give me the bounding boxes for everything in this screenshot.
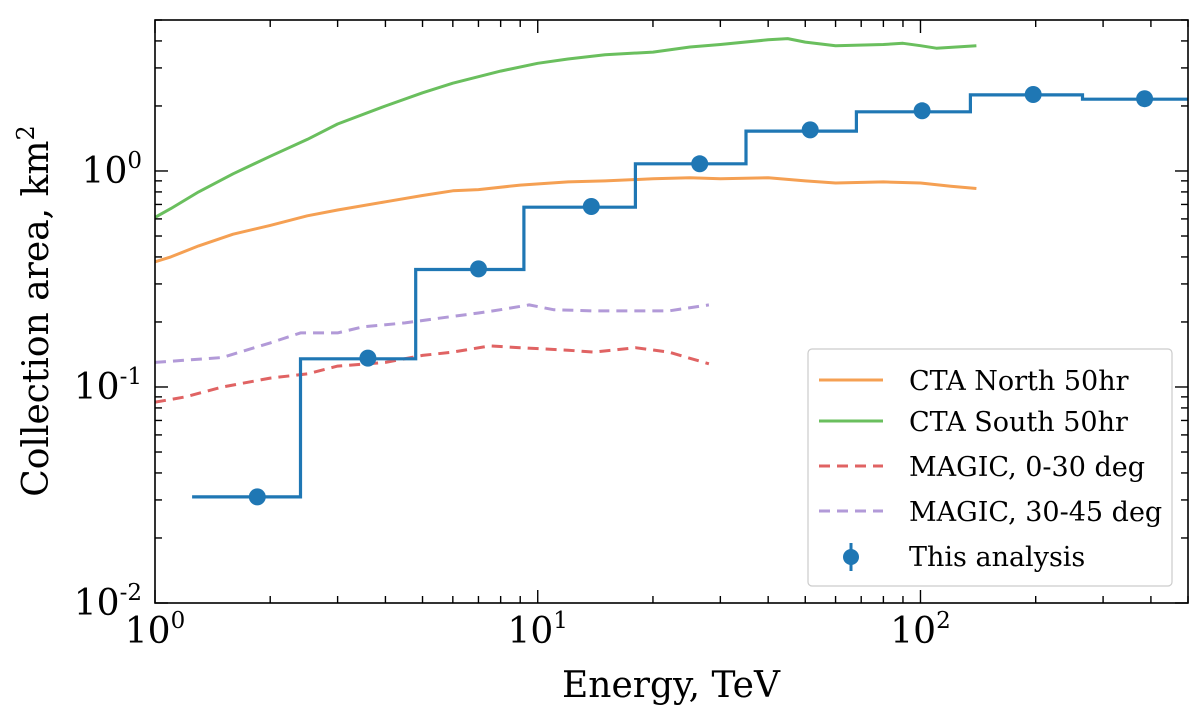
legend-label-this-analysis: This analysis [909,542,1085,573]
data-point-this-analysis [1136,90,1154,108]
y-axis-label: Collection area, km2 [12,125,57,497]
series-line-1 [155,37,977,219]
y-axis-label-text: Collection area, km [16,141,57,497]
y-tick-label: 100 [82,148,142,192]
y-tick-label-exp: 0 [127,148,142,174]
x-axis-label: Energy, TeV [562,665,781,706]
y-tick-label-base: 10 [74,367,120,408]
x-tick-label-base: 10 [507,611,553,652]
y-tick-label-exp: -1 [120,364,142,390]
x-tick-label: 100 [125,608,185,652]
plot-frame [154,19,1189,604]
legend-label-magic-30-45: MAGIC, 30-45 deg [909,497,1162,528]
x-tick-label-exp: 1 [553,608,568,634]
data-point-this-analysis [913,102,931,120]
y-tick-label-base: 10 [82,151,128,192]
data-point-this-analysis [582,198,600,215]
series-line-2 [155,344,710,404]
x-tick-label-exp: 0 [171,608,186,634]
x-tick-label-base: 10 [125,611,171,652]
legend-swatch-this-analysis-marker [843,549,859,565]
data-point-this-analysis [1024,86,1042,103]
y-tick-label-exp: -2 [120,580,142,606]
data-point-this-analysis [248,488,266,506]
legend-label-cta-south: CTA South 50hr [909,407,1128,438]
legend: CTA North 50hr CTA South 50hr MAGIC, 0-3… [807,348,1173,587]
legend-label-cta-north: CTA North 50hr [909,366,1129,397]
y-tick-label: 10-2 [74,580,142,624]
legend-frame [807,348,1173,587]
data-point-this-analysis [470,260,487,278]
series-line-0 [155,176,977,264]
y-tick-label: 10-1 [74,364,142,408]
y-axis-label-sup: 2 [12,125,40,140]
x-tick-label: 101 [507,608,567,652]
x-tick-label-exp: 2 [936,608,951,634]
data-point-this-analysis [691,155,709,173]
x-tick-label: 102 [890,608,950,652]
legend-label-magic-0-30: MAGIC, 0-30 deg [909,452,1145,483]
step-line-this-analysis [192,93,1188,499]
series-layer [155,37,1188,506]
series-line-3 [155,303,710,364]
data-point-this-analysis [801,121,819,139]
x-tick-label-base: 10 [890,611,936,652]
y-tick-label-base: 10 [74,583,120,624]
data-point-this-analysis [359,349,377,367]
